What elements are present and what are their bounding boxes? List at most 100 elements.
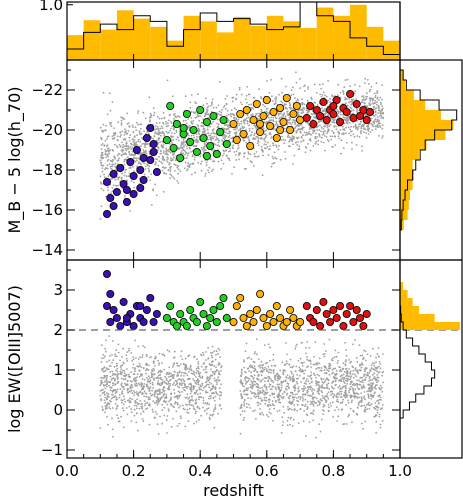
background-point — [151, 408, 154, 411]
background-point — [268, 377, 270, 380]
background-point — [367, 402, 370, 405]
background-point — [101, 170, 104, 173]
background-point — [373, 122, 375, 125]
background-point — [108, 365, 111, 367]
background-point — [291, 140, 294, 143]
background-point — [370, 385, 373, 388]
background-point — [101, 164, 104, 167]
background-point — [350, 125, 352, 128]
background-point — [192, 385, 195, 387]
background-point — [266, 141, 269, 144]
background-point — [212, 410, 215, 412]
background-point — [321, 399, 323, 402]
background-point — [120, 377, 123, 380]
background-point — [265, 368, 268, 370]
background-point — [376, 370, 378, 373]
background-point — [209, 134, 212, 137]
background-point — [204, 359, 207, 361]
background-point — [101, 389, 103, 391]
data-point — [116, 321, 125, 330]
background-point — [188, 401, 191, 404]
background-point — [306, 99, 309, 102]
background-point — [364, 114, 367, 116]
background-point — [255, 113, 257, 115]
background-point — [144, 146, 147, 149]
background-point — [272, 119, 275, 121]
background-point — [272, 100, 274, 102]
background-point — [188, 396, 191, 399]
background-point — [293, 409, 296, 412]
background-point — [202, 406, 204, 409]
background-point — [324, 149, 326, 152]
background-point — [216, 118, 219, 121]
background-point — [362, 384, 365, 387]
background-point — [169, 382, 172, 385]
background-point — [284, 387, 287, 390]
background-point — [310, 412, 312, 415]
background-point — [112, 132, 115, 135]
background-point — [275, 144, 278, 147]
background-point — [351, 387, 354, 389]
background-point — [126, 383, 129, 385]
background-point — [198, 373, 201, 376]
background-point — [242, 119, 245, 122]
background-point — [145, 152, 148, 155]
background-point — [246, 376, 248, 379]
background-point — [347, 115, 349, 118]
background-point — [217, 123, 220, 126]
background-point — [354, 90, 357, 93]
background-point — [222, 137, 225, 140]
background-point — [311, 98, 313, 101]
background-point — [291, 400, 294, 403]
background-point — [174, 384, 177, 386]
background-point — [370, 403, 373, 406]
background-point — [219, 390, 221, 393]
background-point — [195, 367, 198, 370]
background-point — [301, 136, 303, 139]
background-point — [295, 100, 298, 102]
background-point — [348, 368, 351, 370]
background-point — [368, 390, 370, 393]
background-point — [361, 99, 364, 101]
background-point — [363, 98, 366, 101]
background-point — [257, 401, 260, 404]
background-point — [176, 180, 179, 182]
background-point — [205, 412, 208, 415]
background-point — [128, 401, 131, 404]
background-point — [335, 369, 338, 372]
background-point — [281, 135, 283, 138]
background-point — [157, 388, 160, 391]
background-point — [141, 356, 144, 359]
background-point — [245, 389, 248, 392]
background-point — [277, 396, 280, 399]
background-point — [197, 125, 200, 128]
background-point — [265, 134, 268, 137]
background-point — [355, 144, 358, 146]
background-point — [135, 391, 138, 393]
background-point — [149, 392, 152, 395]
background-point — [227, 113, 230, 116]
histogram-bar — [183, 15, 201, 60]
background-point — [257, 374, 259, 377]
background-point — [212, 396, 215, 399]
background-point — [103, 374, 106, 377]
background-point — [195, 420, 198, 423]
background-point — [314, 142, 317, 145]
background-point — [301, 126, 304, 129]
background-point — [297, 99, 299, 102]
background-point — [311, 380, 313, 383]
background-point — [373, 372, 376, 375]
background-point — [354, 383, 357, 386]
background-point — [161, 169, 164, 172]
background-point — [280, 396, 283, 399]
data-point — [103, 177, 112, 186]
background-point — [354, 395, 357, 398]
background-point — [277, 376, 280, 379]
data-point — [212, 149, 221, 158]
background-point — [251, 161, 253, 164]
background-point — [285, 85, 287, 88]
background-point — [202, 104, 205, 107]
background-point — [122, 426, 125, 429]
background-point — [188, 383, 191, 386]
background-point — [272, 353, 275, 356]
